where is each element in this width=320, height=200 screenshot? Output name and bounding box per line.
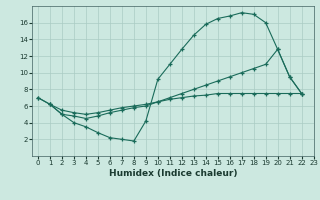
X-axis label: Humidex (Indice chaleur): Humidex (Indice chaleur) xyxy=(108,169,237,178)
